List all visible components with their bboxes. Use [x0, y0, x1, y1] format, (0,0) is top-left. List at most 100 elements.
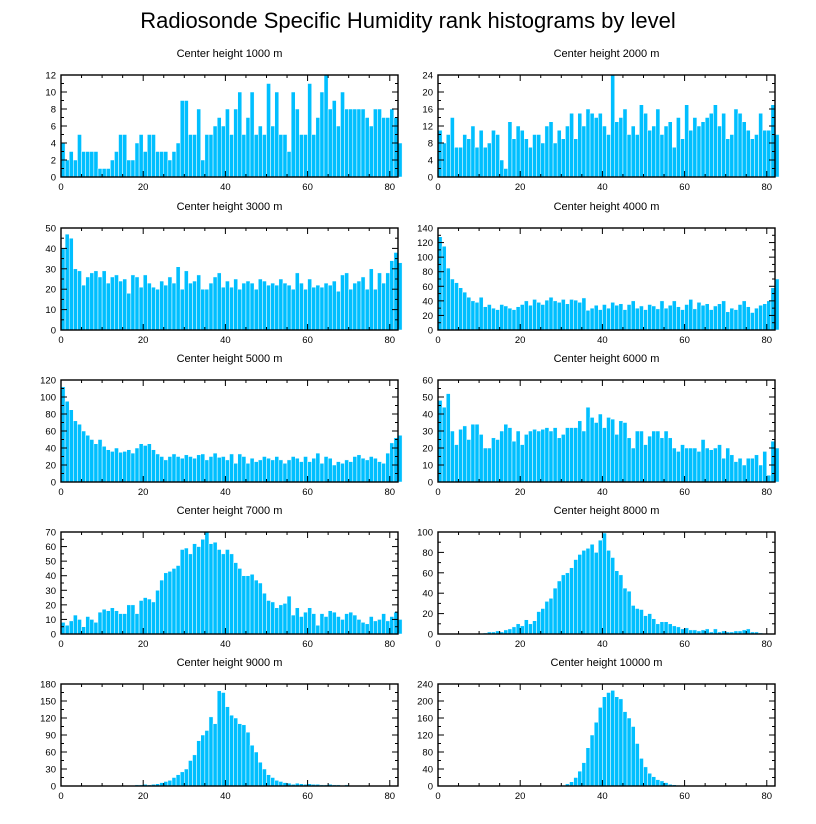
histogram-bar [585, 310, 591, 331]
x-tick-label: 80 [761, 335, 772, 346]
histogram-bar [85, 616, 91, 635]
histogram-bar [118, 134, 123, 178]
y-tick-label: 100 [417, 528, 433, 539]
y-tick-label: 50 [45, 224, 56, 235]
histogram-bar [606, 550, 611, 635]
histogram-bar [708, 449, 714, 483]
histogram-bar [593, 722, 599, 787]
histogram-bar [507, 427, 513, 483]
x-tick-label: 0 [435, 639, 440, 650]
histogram-bar [593, 304, 599, 331]
histogram-bar [602, 125, 607, 178]
histogram-bar [233, 278, 238, 331]
histogram-bar [126, 449, 132, 483]
histogram-bar [688, 130, 694, 178]
histogram-bar [758, 113, 763, 178]
histogram-bar [68, 409, 74, 483]
histogram-bar [73, 420, 78, 483]
histogram-bar [589, 543, 595, 635]
histogram-bar [336, 461, 341, 483]
x-tick-label: 0 [58, 335, 63, 346]
histogram-bar [105, 168, 111, 178]
histogram-bar [491, 130, 496, 178]
y-tick-label: 140 [417, 224, 433, 235]
x-tick-label: 40 [597, 335, 608, 346]
x-tick-label: 20 [138, 791, 149, 802]
x-tick-label: 60 [679, 639, 690, 650]
histogram-bar [672, 625, 677, 635]
histogram-bar [389, 442, 395, 483]
histogram-bar [77, 423, 82, 483]
histogram-bar [606, 307, 611, 331]
histogram-bar [466, 296, 472, 331]
histogram-bar [105, 610, 111, 635]
histogram-bar [303, 134, 308, 178]
histogram-bar [130, 274, 136, 331]
histogram-panel: Center height 7000 m 0 20 40 60 80 0 10 20 30 40 50… [45, 505, 403, 650]
panel-title: Center height 3000 m [177, 201, 283, 213]
histogram-bar [73, 268, 78, 331]
histogram-bar [77, 270, 82, 331]
histogram-bar [122, 134, 128, 178]
histogram-bar [262, 592, 267, 635]
histogram-bar [73, 159, 78, 178]
histogram-bar [548, 296, 554, 331]
histogram-bar [552, 427, 558, 483]
histogram-bar [700, 439, 706, 483]
histogram-bar [262, 768, 267, 787]
histogram-bar [713, 104, 718, 178]
x-tick-label: 40 [220, 182, 231, 193]
histogram-bar [249, 744, 255, 787]
y-tick-label: 80 [422, 748, 433, 759]
histogram-bar [212, 541, 218, 635]
x-tick-label: 40 [597, 639, 608, 650]
y-tick-label: 24 [422, 71, 433, 82]
histogram-bar [356, 108, 362, 178]
y-tick-label: 30 [45, 586, 56, 597]
histogram-bar [618, 420, 624, 483]
histogram-bar [696, 451, 702, 483]
histogram-bar [385, 117, 391, 178]
histogram-bar [569, 299, 574, 331]
histogram-bar [299, 282, 304, 331]
histogram-bar [364, 459, 370, 483]
histogram-bar [540, 304, 546, 331]
histogram-bar [458, 287, 463, 331]
x-tick-label: 20 [515, 487, 526, 498]
histogram-bar [237, 568, 243, 635]
y-tick-label: 120 [417, 731, 433, 742]
histogram-bar [258, 125, 263, 178]
y-tick-label: 60 [422, 282, 433, 293]
histogram-bar [266, 83, 271, 178]
histogram-bar [519, 444, 525, 483]
histogram-bar [167, 159, 173, 178]
y-tick-label: 20 [422, 609, 433, 620]
histogram-bar [175, 565, 181, 635]
histogram-bar [299, 134, 304, 178]
histogram-bar [659, 437, 665, 483]
y-tick-label: 0 [428, 326, 433, 337]
histogram-bar [85, 435, 91, 483]
histogram-bar [532, 429, 537, 483]
panel-title: Center height 4000 m [554, 201, 660, 213]
histogram-bar [258, 459, 263, 483]
histogram-bar [454, 282, 459, 331]
histogram-bar [606, 134, 611, 178]
histogram-bar [229, 553, 234, 635]
histogram-panel: Center height 6000 m 0 20 40 60 80 0 10 20 30 40 50… [422, 353, 780, 498]
histogram-bar [85, 151, 91, 178]
histogram-bar [163, 459, 169, 483]
histogram-bar [270, 282, 275, 331]
y-tick-label: 0 [428, 478, 433, 489]
histogram-bar [643, 444, 648, 483]
y-tick-label: 6 [51, 122, 56, 133]
x-tick-label: 0 [58, 791, 63, 802]
x-tick-label: 40 [220, 791, 231, 802]
histogram-bar [163, 284, 169, 331]
histogram-bar [762, 130, 768, 178]
histogram-bar [229, 134, 234, 178]
y-tick-label: 150 [40, 697, 56, 708]
histogram-bar [684, 627, 689, 635]
histogram-bar [204, 459, 210, 483]
histogram-bar [266, 457, 271, 483]
